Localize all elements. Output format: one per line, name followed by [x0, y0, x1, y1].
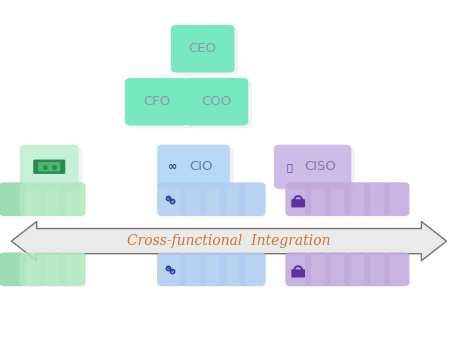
Text: CEO: CEO — [189, 42, 217, 55]
FancyBboxPatch shape — [59, 182, 86, 216]
FancyBboxPatch shape — [171, 25, 234, 73]
FancyBboxPatch shape — [305, 252, 331, 286]
FancyBboxPatch shape — [285, 252, 311, 286]
FancyBboxPatch shape — [344, 252, 370, 286]
Text: Cross-functional  Integration: Cross-functional Integration — [127, 234, 331, 248]
FancyBboxPatch shape — [278, 147, 355, 192]
Text: 🔒: 🔒 — [287, 162, 292, 172]
FancyBboxPatch shape — [305, 182, 331, 216]
FancyBboxPatch shape — [188, 81, 252, 128]
FancyBboxPatch shape — [180, 182, 207, 216]
FancyBboxPatch shape — [200, 182, 226, 216]
FancyBboxPatch shape — [20, 145, 79, 189]
FancyBboxPatch shape — [291, 199, 305, 207]
FancyBboxPatch shape — [20, 182, 46, 216]
FancyBboxPatch shape — [200, 252, 226, 286]
FancyBboxPatch shape — [157, 182, 185, 216]
FancyBboxPatch shape — [344, 182, 370, 216]
Text: ∞: ∞ — [168, 162, 177, 172]
Text: COO: COO — [201, 95, 232, 108]
Text: CIO: CIO — [189, 160, 213, 173]
Text: CISO: CISO — [305, 160, 337, 173]
FancyBboxPatch shape — [325, 252, 350, 286]
FancyBboxPatch shape — [174, 28, 238, 75]
FancyBboxPatch shape — [23, 147, 82, 192]
FancyBboxPatch shape — [125, 78, 189, 126]
FancyBboxPatch shape — [239, 182, 266, 216]
FancyBboxPatch shape — [364, 182, 390, 216]
FancyBboxPatch shape — [219, 252, 246, 286]
FancyBboxPatch shape — [38, 162, 60, 171]
FancyBboxPatch shape — [59, 252, 86, 286]
FancyBboxPatch shape — [384, 252, 409, 286]
FancyBboxPatch shape — [291, 269, 305, 278]
FancyBboxPatch shape — [185, 78, 248, 126]
FancyBboxPatch shape — [384, 182, 409, 216]
FancyBboxPatch shape — [0, 182, 26, 216]
Polygon shape — [11, 222, 447, 261]
FancyBboxPatch shape — [285, 182, 311, 216]
FancyBboxPatch shape — [20, 252, 46, 286]
FancyBboxPatch shape — [364, 252, 390, 286]
FancyBboxPatch shape — [157, 145, 230, 189]
FancyBboxPatch shape — [180, 252, 207, 286]
FancyBboxPatch shape — [219, 182, 246, 216]
FancyBboxPatch shape — [274, 145, 351, 189]
FancyBboxPatch shape — [239, 252, 266, 286]
FancyBboxPatch shape — [157, 252, 185, 286]
FancyBboxPatch shape — [39, 252, 66, 286]
FancyBboxPatch shape — [33, 159, 65, 174]
FancyBboxPatch shape — [325, 182, 350, 216]
Text: CFO: CFO — [143, 95, 170, 108]
FancyBboxPatch shape — [0, 252, 26, 286]
FancyBboxPatch shape — [161, 147, 234, 192]
FancyBboxPatch shape — [129, 81, 192, 128]
FancyBboxPatch shape — [39, 182, 66, 216]
